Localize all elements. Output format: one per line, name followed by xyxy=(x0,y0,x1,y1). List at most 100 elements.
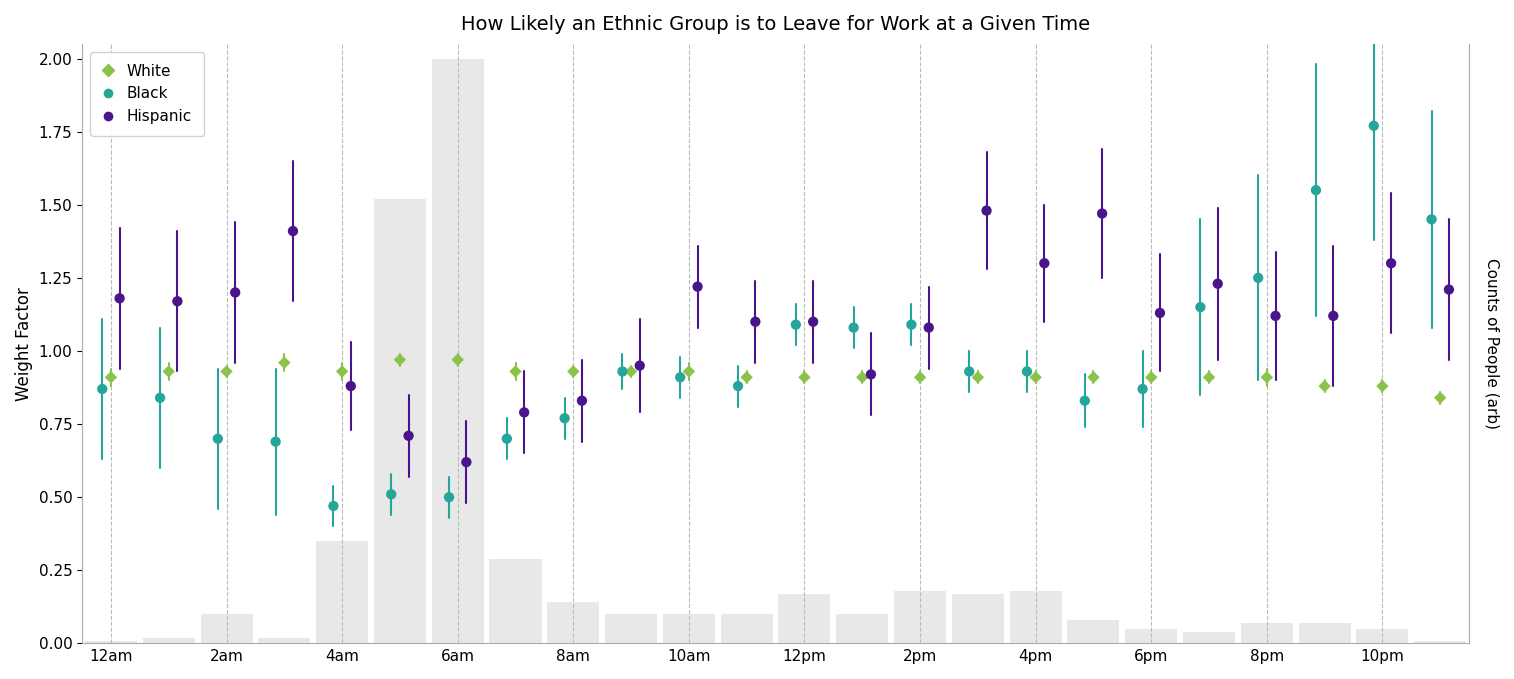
Point xyxy=(743,316,768,327)
Point xyxy=(966,372,990,383)
Point xyxy=(215,366,239,377)
Point xyxy=(378,489,403,500)
Bar xyxy=(374,199,425,644)
Bar xyxy=(316,541,368,644)
Point xyxy=(686,281,710,292)
Bar xyxy=(1414,640,1466,644)
Point xyxy=(263,436,288,447)
Point xyxy=(503,366,527,377)
Bar xyxy=(721,614,772,644)
Point xyxy=(223,287,247,298)
Bar xyxy=(1241,623,1293,644)
Point xyxy=(1322,310,1346,321)
Point xyxy=(1263,310,1287,321)
Point xyxy=(858,369,883,380)
Bar xyxy=(547,602,600,644)
Point xyxy=(957,366,981,377)
Bar xyxy=(1067,620,1119,644)
Point xyxy=(1023,372,1048,383)
Bar xyxy=(1010,591,1061,644)
Bar xyxy=(200,614,253,644)
Point xyxy=(91,384,115,394)
Bar xyxy=(1125,629,1178,644)
Point xyxy=(801,316,825,327)
Y-axis label: Weight Factor: Weight Factor xyxy=(15,287,33,401)
Point xyxy=(1246,272,1270,283)
Point xyxy=(569,395,593,406)
Point xyxy=(1139,372,1163,383)
Bar xyxy=(895,591,946,644)
Point xyxy=(899,319,924,330)
Point xyxy=(553,413,577,424)
Point xyxy=(495,433,519,444)
Point xyxy=(438,492,462,502)
Point xyxy=(1370,381,1394,392)
Point xyxy=(562,366,586,377)
Point xyxy=(1437,284,1461,295)
Point xyxy=(1420,214,1444,225)
Point xyxy=(1255,372,1279,383)
Point xyxy=(454,457,478,468)
Point xyxy=(975,205,999,216)
Point xyxy=(156,366,180,377)
Point xyxy=(1148,308,1172,318)
Point xyxy=(397,430,421,441)
Point xyxy=(628,360,653,371)
Bar xyxy=(85,640,136,644)
Point xyxy=(1033,258,1057,269)
Bar xyxy=(142,638,195,644)
Bar xyxy=(1299,623,1350,644)
Bar xyxy=(1357,629,1408,644)
Point xyxy=(668,372,692,383)
Bar xyxy=(259,638,310,644)
Bar xyxy=(663,614,715,644)
Point xyxy=(851,372,875,383)
Point xyxy=(1428,392,1452,403)
Point xyxy=(784,319,808,330)
Point xyxy=(388,354,412,365)
Point xyxy=(908,372,933,383)
Point xyxy=(1081,372,1105,383)
Point xyxy=(1379,258,1403,269)
Point xyxy=(1073,395,1098,406)
Point xyxy=(98,372,123,383)
Legend: White, Black, Hispanic: White, Black, Hispanic xyxy=(89,52,204,136)
Point xyxy=(165,296,189,307)
Point xyxy=(1188,301,1213,312)
Point xyxy=(445,354,469,365)
Point xyxy=(1198,372,1222,383)
Bar xyxy=(431,58,483,644)
Point xyxy=(1090,208,1114,219)
Point xyxy=(273,357,297,368)
Point xyxy=(1205,278,1229,289)
Bar xyxy=(778,593,831,644)
Point xyxy=(677,366,701,377)
Point xyxy=(916,322,940,333)
Title: How Likely an Ethnic Group is to Leave for Work at a Given Time: How Likely an Ethnic Group is to Leave f… xyxy=(462,15,1090,34)
Bar xyxy=(489,559,542,644)
Point xyxy=(282,225,306,236)
Point xyxy=(206,433,230,444)
Point xyxy=(610,366,634,377)
Point xyxy=(148,392,173,403)
Point xyxy=(339,381,363,392)
Point xyxy=(842,322,866,333)
Point xyxy=(1313,381,1337,392)
Point xyxy=(734,372,759,383)
Y-axis label: Counts of People (arb): Counts of People (arb) xyxy=(1484,258,1499,429)
Bar xyxy=(952,593,1004,644)
Point xyxy=(512,407,536,418)
Bar xyxy=(836,614,889,644)
Point xyxy=(1304,185,1328,196)
Point xyxy=(321,500,345,511)
Bar xyxy=(606,614,657,644)
Point xyxy=(107,293,132,304)
Bar xyxy=(1182,631,1235,644)
Point xyxy=(330,366,354,377)
Point xyxy=(1014,366,1039,377)
Point xyxy=(792,372,816,383)
Point xyxy=(619,366,643,377)
Point xyxy=(725,381,749,392)
Point xyxy=(1131,384,1155,394)
Point xyxy=(1361,120,1385,131)
